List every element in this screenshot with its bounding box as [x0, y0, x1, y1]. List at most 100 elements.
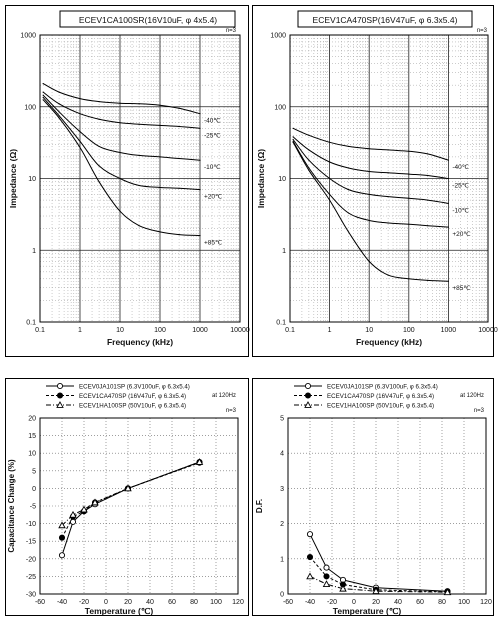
y-tick-label: -20 — [26, 556, 36, 563]
data-point — [98, 100, 100, 103]
data-point — [159, 156, 161, 158]
series-label: -25℃ — [204, 132, 221, 139]
chart-title: ECEV1CA100SR(16V10uF, φ 4x5.4) — [79, 15, 217, 25]
y-tick-label: 15 — [28, 433, 36, 440]
x-tick-label: 100 — [210, 599, 222, 606]
data-point — [199, 189, 201, 191]
y-tick-label: 5 — [32, 468, 36, 475]
sample-count-label: n=3 — [226, 408, 237, 414]
series-line-4 — [292, 142, 449, 282]
data-point — [306, 572, 314, 580]
y-tick-label: 10 — [28, 176, 36, 183]
data-point — [292, 127, 294, 129]
data-point — [199, 235, 201, 237]
data-point — [329, 193, 331, 196]
data-point — [159, 104, 161, 106]
data-point — [447, 226, 449, 228]
data-point — [79, 146, 81, 149]
series-label: -40℃ — [204, 118, 221, 125]
data-point — [292, 141, 294, 143]
x-tick-label: 60 — [416, 599, 424, 606]
data-point — [387, 195, 389, 198]
y-tick-label: 0 — [32, 486, 36, 493]
data-point — [195, 458, 204, 465]
data-point — [368, 148, 370, 150]
condition-label: at 120Hz — [460, 393, 484, 399]
x-tick-label: -60 — [35, 599, 45, 606]
data-point — [42, 96, 44, 98]
data-point — [69, 518, 77, 525]
chart-title: ECEV1CA470SP(16V47uF, φ 6.3x5.4) — [313, 15, 458, 25]
data-point — [329, 177, 331, 180]
data-point — [159, 124, 161, 126]
series-label: +20℃ — [452, 231, 471, 238]
legend-label: ECEV1CA470SP (16V47uF, φ 6.3x5.4) — [327, 393, 434, 400]
series-line-3 — [292, 141, 449, 228]
series-line-1 — [292, 136, 449, 179]
data-point — [58, 91, 60, 93]
series-line-0 — [61, 461, 200, 556]
bottom-left-frame — [5, 378, 249, 616]
data-point — [138, 154, 140, 156]
x-tick-label: 20 — [372, 599, 380, 606]
x-axis-label: Temperature (℃) — [333, 606, 402, 616]
data-point — [427, 199, 429, 201]
data-point — [69, 510, 77, 518]
legend-label: ECEV0JA101SP (6.3V100uF, φ 6.3x5.4) — [79, 384, 190, 391]
data-point — [408, 173, 410, 175]
y-tick-label: 0 — [280, 592, 284, 599]
legend-marker — [56, 401, 64, 408]
sample-count-label: n=3 — [226, 28, 237, 34]
data-point — [58, 534, 66, 541]
x-tick-label: 100 — [154, 327, 166, 334]
y-tick-label: 1 — [280, 556, 284, 563]
data-point — [138, 103, 140, 105]
data-point — [387, 222, 389, 224]
data-point — [329, 161, 331, 163]
data-point — [447, 280, 449, 282]
x-tick-label: -40 — [305, 599, 315, 606]
x-tick-label: 40 — [146, 599, 154, 606]
data-point — [98, 118, 100, 120]
y-tick-label: 100 — [274, 104, 286, 111]
plot-area-border — [289, 34, 489, 323]
series-line-3 — [42, 97, 201, 191]
data-point — [199, 113, 201, 115]
data-point — [178, 125, 180, 128]
x-tick-label: 20 — [124, 599, 132, 606]
data-point — [323, 564, 330, 571]
x-tick-label: 10000 — [230, 327, 250, 334]
x-tick-label: 100 — [403, 327, 415, 334]
x-tick-label: 1000 — [441, 327, 457, 334]
y-tick-label: 5 — [280, 416, 284, 423]
data-point — [292, 140, 294, 142]
x-tick-label: 100 — [458, 599, 470, 606]
data-point — [427, 279, 429, 282]
data-point — [119, 151, 121, 154]
plot-area-border — [39, 34, 241, 323]
data-point — [58, 117, 60, 119]
series-label: -10℃ — [204, 164, 221, 171]
data-point — [443, 588, 452, 596]
series-label: +20℃ — [204, 194, 223, 201]
y-tick-label: 1 — [32, 248, 36, 255]
series-label: -10℃ — [452, 207, 469, 214]
y-tick-label: 0.1 — [276, 320, 286, 327]
data-point — [347, 189, 350, 191]
x-tick-label: -40 — [57, 599, 67, 606]
data-point — [308, 149, 310, 151]
data-point — [427, 153, 429, 155]
chart-title-box — [297, 10, 473, 28]
data-point — [199, 159, 201, 161]
y-tick-label: -25 — [26, 574, 36, 581]
top-left-frame — [5, 5, 249, 357]
data-point — [58, 115, 60, 117]
y-axis-label: Capacitance Change (%) — [7, 459, 16, 553]
legend-label: ECEV1HA100SP (50V10uF, φ 6.3x5.4) — [79, 403, 186, 410]
y-tick-label: 1000 — [20, 33, 36, 40]
data-point — [347, 212, 350, 214]
data-point — [199, 127, 201, 129]
series-label: +85℃ — [452, 285, 471, 292]
sample-count-label: n=3 — [474, 408, 485, 414]
